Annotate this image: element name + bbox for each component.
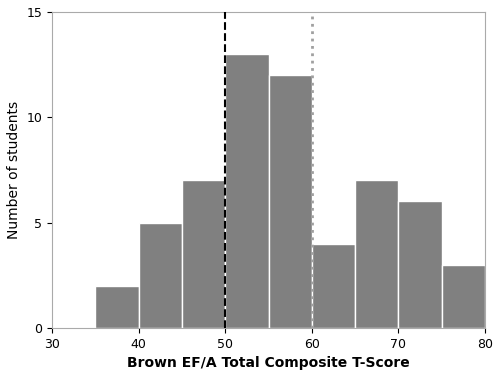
Bar [182, 180, 226, 328]
Y-axis label: Number of students: Number of students [7, 101, 21, 239]
Bar [226, 54, 268, 328]
Bar [442, 265, 485, 328]
Bar [312, 244, 355, 328]
Bar [96, 286, 138, 328]
Bar [355, 180, 399, 328]
Bar [268, 75, 312, 328]
X-axis label: Brown EF/A Total Composite T-Score: Brown EF/A Total Composite T-Score [127, 356, 410, 370]
Bar [398, 201, 442, 328]
Bar [138, 222, 182, 328]
